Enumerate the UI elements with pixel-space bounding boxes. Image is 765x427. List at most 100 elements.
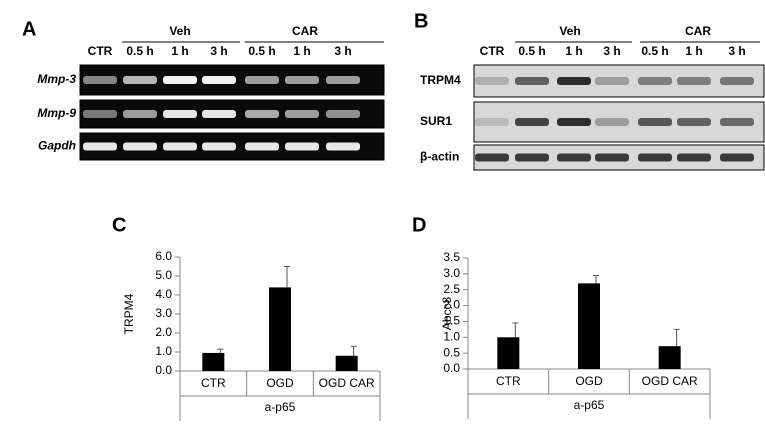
- band: [163, 110, 197, 118]
- x-tick-label: OGD: [575, 374, 603, 388]
- lane-label: 0.5 h: [518, 44, 545, 58]
- band: [720, 77, 754, 85]
- bar: [335, 355, 358, 371]
- band: [677, 153, 711, 162]
- band: [475, 118, 509, 126]
- y-tick-label: 0.0: [155, 363, 172, 377]
- band: [245, 76, 279, 84]
- band: [595, 118, 629, 126]
- y-tick-label: 6.0: [155, 249, 172, 263]
- band: [202, 110, 236, 118]
- band: [163, 142, 197, 151]
- x-tick-label: OGD: [266, 376, 294, 390]
- lane-label: 0.5 h: [641, 44, 668, 58]
- band: [557, 153, 591, 162]
- band: [595, 77, 629, 85]
- lane-label: 3 h: [728, 44, 745, 58]
- band: [475, 153, 509, 162]
- band: [515, 118, 549, 126]
- lane-label: CTR: [480, 44, 505, 58]
- y-tick-label: 4.0: [155, 287, 172, 301]
- band: [285, 76, 319, 84]
- x-tick-label: CTR: [496, 374, 521, 388]
- band: [677, 118, 711, 126]
- row-label: Mmp-9: [37, 106, 76, 120]
- band: [326, 142, 360, 151]
- x-axis-label: a-p65: [574, 398, 605, 412]
- lane-label: CTR: [88, 44, 113, 58]
- band: [163, 76, 197, 84]
- band: [123, 142, 157, 151]
- y-tick-label: 2.0: [443, 298, 460, 312]
- bar: [202, 352, 225, 371]
- group-label: CAR: [292, 24, 318, 38]
- band: [202, 76, 236, 84]
- panel-label: C: [112, 214, 126, 236]
- band: [245, 110, 279, 118]
- y-tick-label: 0.5: [443, 345, 460, 359]
- band: [326, 76, 360, 84]
- row-label: Gapdh: [38, 139, 76, 153]
- band: [83, 76, 117, 84]
- band: [638, 118, 672, 126]
- y-tick-label: 3.5: [443, 250, 460, 264]
- band: [123, 110, 157, 118]
- band: [515, 77, 549, 85]
- band: [202, 142, 236, 151]
- panel-label: D: [412, 214, 426, 236]
- band: [285, 142, 319, 151]
- row-label: SUR1: [420, 114, 452, 128]
- band: [557, 77, 591, 85]
- lane-label: 1 h: [171, 44, 188, 58]
- band: [638, 153, 672, 162]
- y-tick-label: 1.0: [443, 329, 460, 343]
- lane-label: 1 h: [685, 44, 702, 58]
- band: [677, 77, 711, 85]
- x-tick-label: CTR: [201, 376, 226, 390]
- y-tick-label: 3.0: [443, 266, 460, 280]
- band: [123, 76, 157, 84]
- y-tick-label: 5.0: [155, 268, 172, 282]
- bar: [497, 337, 520, 369]
- band: [720, 153, 754, 162]
- y-axis-label: Abcc8: [440, 297, 454, 331]
- x-tick-label: OGD CAR: [319, 376, 375, 390]
- bar: [578, 283, 600, 369]
- row-label: TRPM4: [420, 73, 461, 87]
- lane-label: 1 h: [293, 44, 310, 58]
- lane-label: 0.5 h: [126, 44, 153, 58]
- lane-label: 0.5 h: [248, 44, 275, 58]
- band: [557, 118, 591, 126]
- bar: [658, 346, 681, 369]
- band: [515, 153, 549, 162]
- band: [245, 142, 279, 151]
- group-label: CAR: [685, 24, 711, 38]
- row-label: Mmp-3: [37, 72, 76, 86]
- band: [720, 118, 754, 126]
- y-tick-label: 1.0: [155, 344, 172, 358]
- y-tick-label: 0.0: [443, 361, 460, 375]
- band: [83, 110, 117, 118]
- band: [595, 153, 629, 162]
- y-tick-label: 1.5: [443, 314, 460, 328]
- band: [285, 110, 319, 118]
- x-tick-label: OGD CAR: [642, 374, 698, 388]
- panel-label: A: [22, 18, 36, 40]
- y-tick-label: 2.0: [155, 325, 172, 339]
- lane-label: 1 h: [565, 44, 582, 58]
- y-tick-label: 3.0: [155, 306, 172, 320]
- group-label: Veh: [559, 24, 580, 38]
- lane-label: 3 h: [334, 44, 351, 58]
- y-tick-label: 2.5: [443, 282, 460, 296]
- panel-label: B: [414, 10, 428, 32]
- row-label: β-actin: [420, 150, 459, 164]
- band: [83, 142, 117, 151]
- band: [475, 77, 509, 85]
- y-axis-label: TRPM4: [122, 293, 136, 334]
- group-label: Veh: [169, 24, 190, 38]
- lane-label: 3 h: [210, 44, 227, 58]
- band: [638, 77, 672, 85]
- bar: [269, 287, 291, 371]
